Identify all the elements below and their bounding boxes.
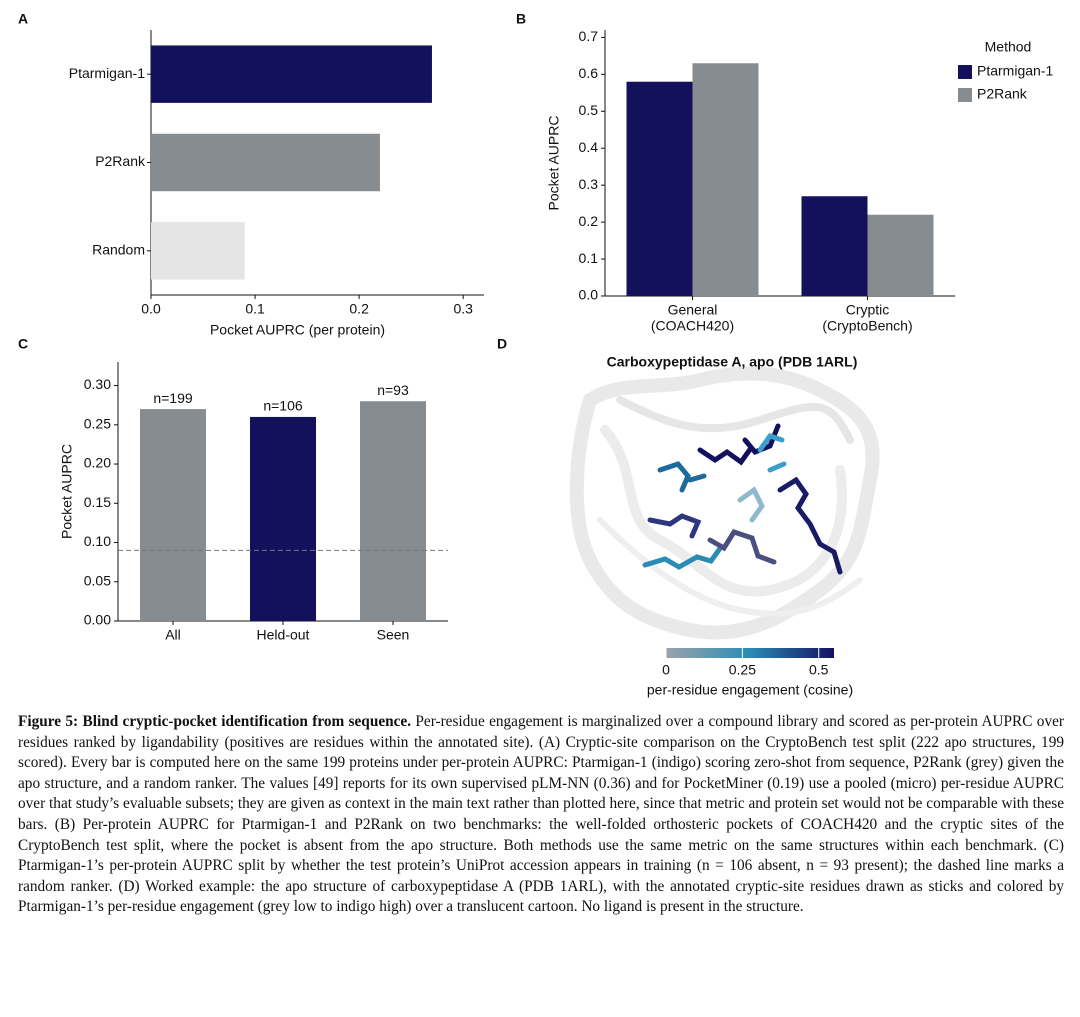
bar	[250, 416, 316, 621]
caption: Figure 5: Blind cryptic-pocket identific…	[18, 712, 1064, 918]
y-axis-title: Pocket AUPRC	[59, 444, 75, 539]
bar	[140, 409, 206, 621]
y-tick-label: 0.15	[84, 494, 111, 510]
y-tick-label: 0.0	[579, 287, 599, 303]
y-tick-label: Random	[92, 242, 145, 258]
x-tick-label: Cryptic	[846, 302, 890, 318]
y-tick-label: 0.20	[84, 455, 111, 471]
x-tick-label: (CryptoBench)	[822, 318, 912, 334]
y-tick-label: 0.3	[579, 176, 599, 192]
y-tick-label: 0.7	[579, 28, 599, 44]
x-tick-label: General	[668, 302, 718, 318]
panel-letter: C	[18, 336, 28, 352]
bar	[692, 63, 759, 296]
bar	[867, 214, 934, 296]
y-axis-title: Pocket AUPRC	[546, 116, 562, 211]
bar	[360, 401, 426, 621]
x-axis-title: Pocket AUPRC (per protein)	[210, 322, 385, 338]
x-tick-label: 0.25	[729, 662, 756, 678]
legend-label: P2Rank	[977, 86, 1028, 102]
x-tick-label: 0	[662, 662, 670, 678]
protein-structure	[569, 366, 880, 640]
x-tick-label: (COACH420)	[651, 318, 734, 334]
colorbar	[666, 648, 834, 658]
x-tick-label: Held-out	[257, 627, 310, 643]
y-tick-label: 0.1	[579, 250, 599, 266]
bar-annotation: n=199	[153, 390, 193, 406]
x-tick-label: 0.5	[809, 662, 829, 678]
x-axis-title: per-residue engagement (cosine)	[647, 682, 853, 698]
x-tick-label: 0.1	[245, 301, 265, 317]
figure: A B C D 0.0 0.1 0.2 0.3 Pocket AUPRC (per protei…	[18, 11, 1053, 698]
legend-label: Ptarmigan-1	[977, 63, 1053, 79]
y-tick-label: 0.5	[579, 102, 599, 118]
bar	[151, 45, 432, 103]
panel-letter: A	[18, 11, 28, 27]
y-tick-label: 0.2	[579, 213, 599, 229]
y-tick-label: 0.25	[84, 415, 111, 431]
panel-letter: D	[497, 336, 507, 352]
bar	[626, 81, 693, 296]
panel-letter: B	[516, 11, 526, 27]
y-tick-label: 0.10	[84, 533, 111, 549]
legend-title: Method	[985, 39, 1032, 55]
caption-text: Per-residue engagement is marginalized o…	[18, 713, 1064, 916]
bar	[151, 133, 380, 192]
bar-annotation: n=106	[263, 398, 303, 414]
x-tick-label: 0.3	[453, 301, 473, 317]
legend-swatch	[958, 88, 972, 102]
y-tick-label: 0.05	[84, 572, 111, 588]
legend-swatch	[958, 65, 972, 79]
bar	[151, 222, 245, 280]
x-tick-label: Seen	[377, 627, 410, 643]
y-tick-label: 0.6	[579, 65, 599, 81]
x-tick-label: 0.2	[349, 301, 369, 317]
y-tick-label: 0.00	[84, 612, 111, 628]
bar-annotation: n=93	[377, 382, 409, 398]
y-tick-label: 0.4	[579, 139, 599, 155]
y-tick-label: 0.30	[84, 376, 111, 392]
chart-title: Carboxypeptidase A, apo (PDB 1ARL)	[607, 354, 858, 370]
x-tick-label: All	[165, 627, 181, 643]
caption-title: Figure 5: Blind cryptic-pocket identific…	[18, 713, 412, 730]
bar	[801, 196, 868, 296]
y-tick-label: Ptarmigan-1	[69, 65, 145, 81]
x-tick-label: 0.0	[141, 301, 161, 317]
y-tick-label: P2Rank	[95, 153, 146, 169]
